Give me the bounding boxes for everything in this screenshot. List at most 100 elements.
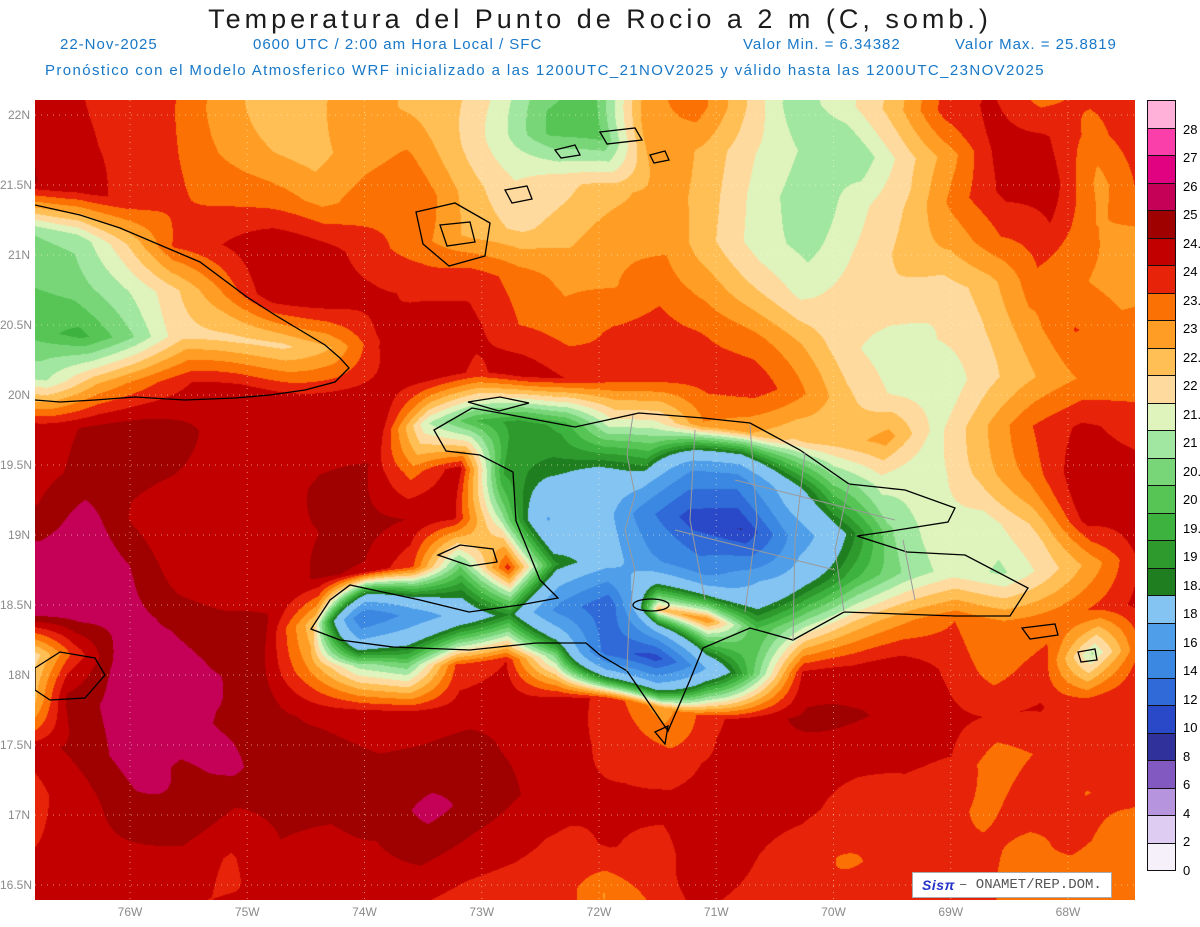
lon-tick-label: 72W	[586, 905, 612, 919]
province-border-3	[792, 451, 806, 641]
sispi-logo: Sisπ	[922, 877, 955, 893]
date-label: 22-Nov-2025	[60, 36, 158, 53]
colorbar-tick-label: 20	[1183, 492, 1198, 507]
lon-tick-label: 73W	[469, 905, 495, 919]
coastline-overlay	[35, 100, 1135, 900]
colorbar-segment	[1147, 815, 1176, 844]
colorbar-segment	[1147, 677, 1176, 706]
turks-bank-islet	[649, 150, 670, 164]
colorbar-segment	[1147, 540, 1176, 569]
lat-tick-label: 16.5N	[0, 878, 33, 892]
colorbar-segment	[1147, 100, 1176, 129]
hispaniola-coastline	[310, 407, 1029, 733]
colorbar-tick-label: 28	[1183, 121, 1198, 137]
colorbar-tick-label: 21	[1183, 435, 1198, 450]
little-inagua-island	[504, 185, 533, 204]
colorbar-segment	[1147, 512, 1176, 541]
colorbar-tick-label: 19	[1183, 549, 1198, 564]
colorbar-tick-label: 19.5	[1183, 520, 1200, 536]
colorbar	[1147, 100, 1176, 898]
lat-tick-label: 21N	[7, 248, 30, 262]
dewpoint-field-canvas	[35, 100, 1135, 900]
colorbar-segment	[1147, 760, 1176, 789]
colorbar-segment	[1147, 375, 1176, 404]
province-border-5	[902, 539, 916, 601]
colorbar-segment	[1147, 787, 1176, 816]
colorbar-tick-label: 24.5	[1183, 235, 1200, 251]
province-border-7	[734, 479, 896, 521]
colorbar-segment	[1147, 127, 1176, 156]
lat-tick-label: 19N	[7, 528, 30, 542]
min-value-label: Valor Min. = 6.34382	[743, 36, 901, 53]
saona-island	[1020, 623, 1059, 640]
colorbar-segment	[1147, 732, 1176, 761]
province-border-2	[744, 424, 758, 613]
lake-enriquillo	[632, 598, 670, 612]
colorbar-tick-label: 20.5	[1183, 463, 1200, 479]
colorbar-segment	[1147, 650, 1176, 679]
mona-island	[1077, 648, 1098, 663]
lon-tick-label: 76W	[117, 905, 143, 919]
colorbar-segment	[1147, 320, 1176, 349]
colorbar-segment	[1147, 265, 1176, 294]
colorbar-segment	[1147, 402, 1176, 431]
lat-tick-label: 20.5N	[0, 318, 33, 332]
lon-tick-label: 74W	[352, 905, 377, 919]
inagua-lagoon	[439, 221, 476, 247]
colorbar-segment	[1147, 155, 1176, 184]
colorbar-tick-label: 26	[1183, 178, 1198, 194]
lat-tick-label: 17.5N	[0, 738, 33, 752]
colorbar-tick-label: 14	[1183, 663, 1198, 678]
colorbar-tick-label: 18.5	[1183, 577, 1200, 593]
colorbar-segment	[1147, 457, 1176, 486]
lat-tick-label: 19.5N	[0, 458, 33, 472]
credit-box: Sisπ – ONAMET/REP.DOM.	[912, 872, 1112, 898]
colorbar-tick-label: 22	[1183, 378, 1198, 393]
colorbar-tick-label: 22.5	[1183, 349, 1200, 365]
colorbar-tick-label: 6	[1183, 777, 1191, 792]
max-value-label: Valor Max. = 25.8819	[955, 36, 1117, 53]
colorbar-tick-label: 21.5	[1183, 406, 1200, 422]
haiti-dr-border	[624, 414, 636, 672]
lat-tick-label: 18N	[7, 668, 30, 682]
turks-islands	[598, 127, 644, 145]
lat-tick-label: 21.5N	[0, 178, 33, 192]
colorbar-segment	[1147, 842, 1176, 871]
colorbar-segment	[1147, 347, 1176, 376]
colorbar-segment	[1147, 567, 1176, 596]
lon-tick-label: 70W	[821, 905, 846, 919]
colorbar-segment	[1147, 485, 1176, 514]
colorbar-tick-label: 10	[1183, 720, 1198, 735]
colorbar-segment	[1147, 237, 1176, 266]
lon-tick-label: 75W	[234, 905, 260, 919]
jamaica-coastline	[35, 651, 106, 701]
colorbar-segment	[1147, 430, 1176, 459]
colorbar-tick-label: 25	[1183, 207, 1198, 222]
beata-island	[653, 724, 669, 746]
colorbar-tick-label: 18	[1183, 606, 1198, 621]
lat-tick-label: 17N	[7, 808, 30, 822]
lon-tick-label: 69W	[938, 905, 964, 919]
colorbar-segment	[1147, 292, 1176, 321]
forecast-description: Pronóstico con el Modelo Atmosferico WRF…	[45, 62, 1046, 79]
caicos-islands	[553, 144, 581, 159]
valid-time-label: 0600 UTC / 2:00 am Hora Local / SFC	[253, 36, 543, 53]
map-area	[35, 100, 1135, 900]
colorbar-tick-label: 2	[1183, 834, 1191, 849]
province-border-6	[674, 529, 836, 571]
colorbar-segment	[1147, 182, 1176, 211]
lon-tick-label: 68W	[1055, 905, 1081, 919]
tortuga-island	[467, 396, 530, 412]
lat-tick-label: 18.5N	[0, 598, 33, 612]
lat-tick-label: 22N	[7, 108, 30, 122]
province-border-4	[834, 483, 850, 613]
lon-tick-label: 71W	[703, 905, 729, 919]
colorbar-tick-label: 4	[1183, 805, 1191, 821]
colorbar-segment	[1147, 595, 1176, 624]
latlon-gridlines	[35, 100, 1135, 900]
colorbar-tick-label: 16	[1183, 634, 1198, 650]
cuba-coastline	[35, 204, 350, 403]
page-title: Temperatura del Punto de Rocio a 2 m (C,…	[208, 4, 992, 34]
colorbar-tick-label: 8	[1183, 748, 1191, 764]
